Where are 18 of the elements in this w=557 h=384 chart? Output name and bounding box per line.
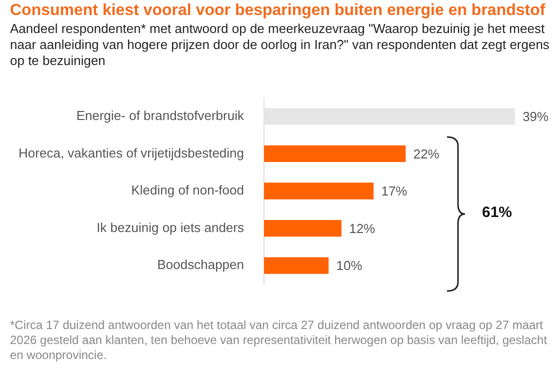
bar — [264, 220, 342, 237]
y-tick-label: Horeca, vakanties of vrijetijdsbesteding — [18, 145, 244, 160]
y-tick-label: Energie- of brandstofverbruik — [76, 108, 244, 124]
y-tick-label: Kleding of non-food — [131, 182, 244, 198]
data-label: 22% — [413, 146, 440, 162]
data-label: 39% — [522, 109, 550, 124]
chart-title: Consument kiest vooral voor besparingen buiten energie en brandstof — [10, 2, 546, 20]
bar — [264, 182, 374, 200]
y-tick-label: Ik bezuinig op iets anders — [96, 220, 244, 235]
bar — [264, 257, 329, 274]
chart-subtitle: Aandeel respondenten* met antwoord op de meerkeuzevraag "Waarop bezuinig je het meest naar aanleiding van hogere prijzen door de oorlog in Iran?" van respondenten dat zegt ergens op te bezuinigen — [10, 21, 550, 69]
data-label: 10% — [336, 258, 363, 274]
bar — [264, 145, 406, 162]
data-label: 12% — [349, 220, 376, 236]
data-label: 17% — [381, 184, 408, 199]
text: *Circa 17 duizend antwoorden van het totaal van circa 27 duizend antwoorden op vraag op 27 maart 2026 gesteld aan klanten, ten behoeve van representativiteit herwogen op basis van leeftijd, geslacht en woonprovincie. — [10, 318, 548, 363]
annotation: 61% — [482, 204, 512, 221]
y-tick-label: Boodschappen — [157, 257, 244, 272]
